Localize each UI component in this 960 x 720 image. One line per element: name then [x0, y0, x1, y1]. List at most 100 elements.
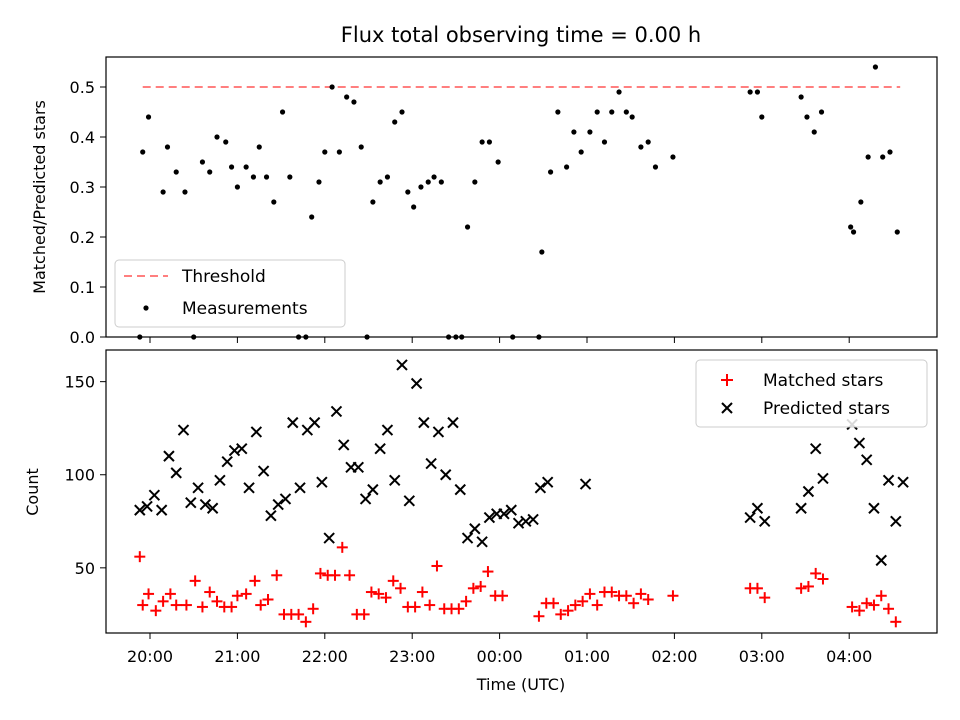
measurement-point	[887, 149, 893, 155]
measurement-point	[486, 139, 493, 145]
matched-stars-point	[868, 599, 880, 611]
x-axis-label: Time (UTC)	[476, 675, 565, 694]
matched-stars-point	[150, 605, 162, 617]
predicted-stars-point	[425, 457, 437, 470]
matched-stars-point	[395, 582, 407, 594]
measurement-point	[329, 84, 335, 90]
predicted-stars-point	[338, 439, 350, 451]
matched-stars-point	[635, 588, 647, 600]
measurement-point	[250, 174, 257, 180]
measurement-point	[431, 174, 437, 180]
measurement-point	[160, 189, 166, 195]
predicted-stars-point	[221, 456, 233, 468]
predicted-stars-point	[541, 476, 554, 488]
matched-stars-point	[467, 582, 479, 594]
x-tick-label: 01:00	[564, 647, 610, 666]
measurement-point	[472, 179, 478, 185]
matched-stars-point	[577, 595, 589, 607]
predicted-stars-point	[498, 508, 510, 520]
bottom-legend: Matched stars Predicted stars	[695, 359, 928, 428]
predicted-stars-point	[809, 442, 822, 455]
bottom-legend-box	[695, 359, 928, 428]
matched-stars-point	[409, 601, 421, 613]
measurement-point	[271, 199, 277, 205]
matched-stars-point	[300, 616, 312, 628]
measurement-point	[601, 139, 608, 145]
predicted-stars-point	[148, 489, 161, 501]
measurement-point	[279, 109, 286, 115]
predicted-stars-point	[483, 511, 496, 524]
matched-stars-point	[759, 592, 771, 604]
predicted-stars-point	[505, 504, 517, 516]
predicted-stars-point	[199, 498, 212, 511]
predicted-stars-point	[868, 502, 880, 514]
top-y-tick-label: 0.4	[70, 128, 95, 147]
matched-stars-point	[314, 567, 326, 579]
matched-stars-point	[240, 588, 252, 600]
measurement-point	[479, 139, 485, 145]
measurement-point	[747, 89, 753, 95]
predicted-stars-point	[527, 513, 539, 526]
top-y-ticks: 0.0 0.1 0.2 0.3 0.4 0.5	[70, 78, 106, 347]
predicted-stars-point	[243, 482, 255, 494]
predicted-stars-point	[418, 416, 430, 429]
predicted-stars-point	[177, 424, 190, 436]
top-x-ticks	[149, 337, 850, 343]
matched-stars-point	[180, 599, 192, 611]
matched-stars-point	[591, 599, 603, 611]
measurement-point	[234, 184, 240, 190]
top-y-tick-label: 0.2	[70, 228, 95, 247]
bottom-y-ticks: 50 100 150	[64, 373, 106, 578]
measurement-point	[850, 229, 857, 235]
x-tick-label: 00:00	[477, 647, 523, 666]
measurement-point	[263, 174, 270, 180]
measurement-point	[754, 89, 761, 95]
matched-stars-point	[795, 582, 807, 594]
measurement-point	[182, 189, 188, 195]
measurement-point	[322, 149, 328, 155]
matched-stars-point	[497, 590, 509, 602]
measurement-point	[638, 144, 644, 150]
measurement-point	[858, 199, 864, 205]
measurement-point	[243, 164, 249, 170]
predicted-stars-point	[410, 377, 423, 390]
measurement-point	[344, 94, 350, 100]
measurement-point	[418, 184, 424, 190]
matched-stars-point	[424, 599, 436, 611]
measurement-point	[571, 129, 577, 135]
predicted-stars-point	[890, 515, 902, 527]
matched-stars-point	[533, 610, 545, 622]
matched-stars-point	[475, 580, 487, 592]
matched-stars-point	[547, 597, 559, 609]
predicted-stars-point	[250, 426, 263, 438]
measurement-point	[594, 109, 600, 115]
matched-stars-point	[853, 605, 865, 617]
matched-stars-point	[890, 616, 902, 628]
matched-stars-point	[817, 573, 829, 585]
predicted-stars-point	[163, 450, 175, 462]
predicted-stars-point	[795, 502, 807, 514]
predicted-stars-point	[185, 496, 197, 509]
matched-stars-point	[751, 582, 763, 594]
measurement-point	[629, 114, 635, 120]
predicted-stars-point	[403, 495, 415, 507]
matched-stars-legend-label: Matched stars	[763, 371, 883, 391]
matched-stars-point	[460, 595, 472, 607]
measurement-point	[256, 144, 262, 150]
predicted-stars-point	[860, 454, 873, 466]
measurement-point	[464, 224, 471, 230]
predicted-stars-point	[287, 416, 299, 429]
matched-stars-point	[143, 588, 155, 600]
matched-stars-point	[170, 599, 182, 611]
predicted-stars-point	[875, 554, 887, 567]
predicted-stars-point	[802, 485, 815, 498]
top-y-tick-label: 0.1	[70, 278, 95, 297]
predicted-stars-point	[534, 482, 547, 494]
matched-stars-point	[271, 569, 283, 581]
measurement-point	[405, 189, 411, 195]
matched-stars-point	[562, 605, 574, 617]
measurement-point	[804, 114, 810, 120]
x-tick-label: 04:00	[826, 647, 872, 666]
top-y-tick-label: 0.3	[70, 178, 95, 197]
matched-stars-point	[344, 569, 356, 581]
